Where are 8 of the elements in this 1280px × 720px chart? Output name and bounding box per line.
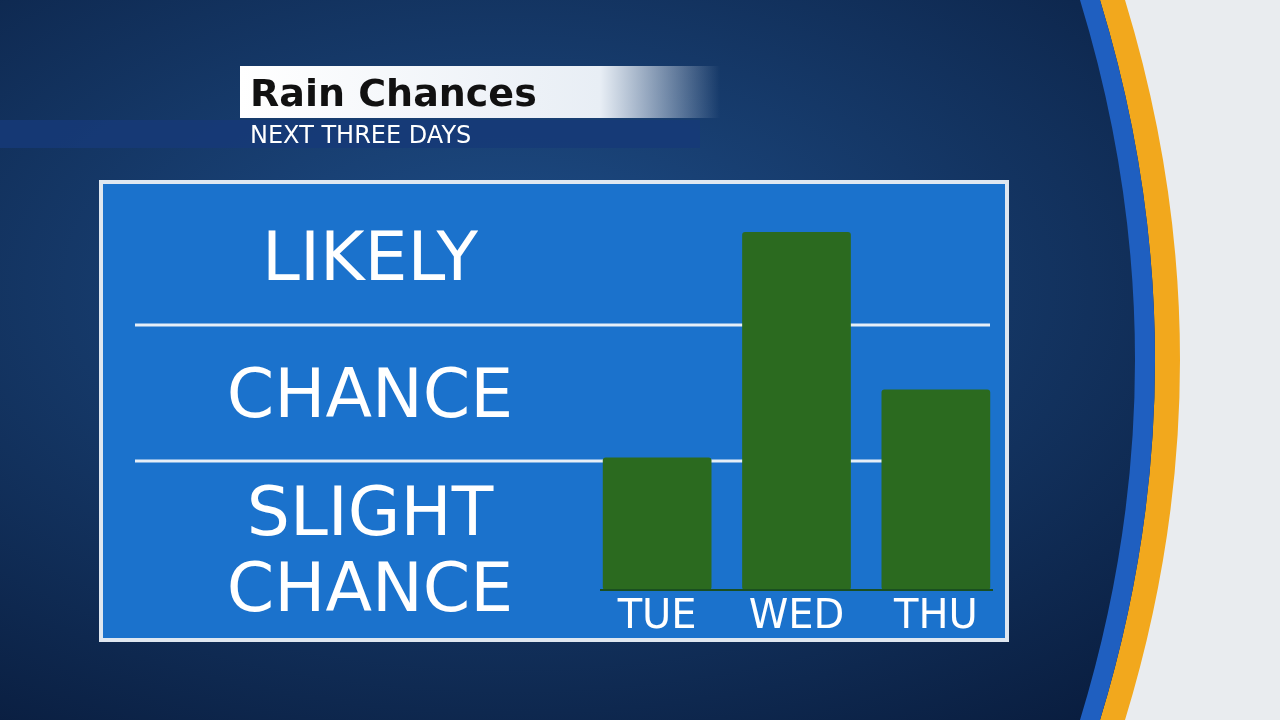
- x-tick-label: THU: [892, 591, 978, 637]
- text: SLIGHT CHANCE: [226, 471, 514, 627]
- x-tick-label: WED: [748, 591, 845, 637]
- text: LIKELY: [262, 216, 479, 296]
- chart-title: Rain Chances: [250, 71, 537, 115]
- x-tick-label: TUE: [616, 591, 697, 637]
- text: CHANCE: [226, 353, 514, 433]
- text: NEXT THREE DAYS: [250, 121, 472, 149]
